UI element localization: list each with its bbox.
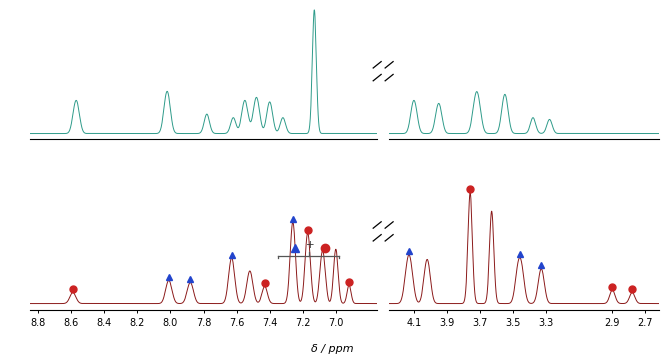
Text: δ / ppm: δ / ppm [311, 344, 353, 354]
Text: +: + [306, 240, 315, 250]
